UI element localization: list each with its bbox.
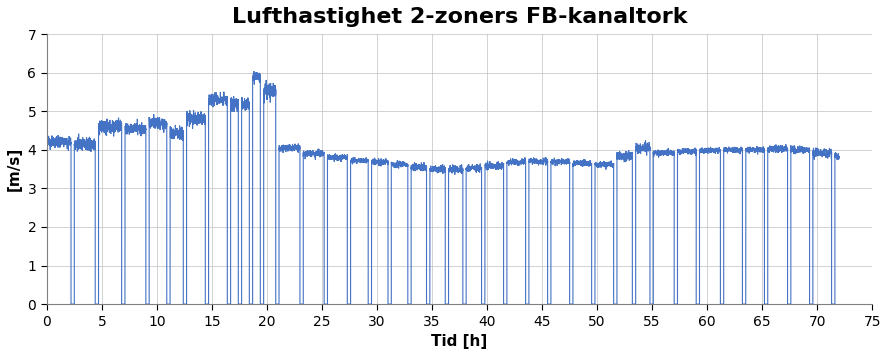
Y-axis label: [m/s]: [m/s] [7, 147, 22, 191]
Title: Lufthastighet 2-zoners FB-kanaltork: Lufthastighet 2-zoners FB-kanaltork [232, 7, 687, 27]
X-axis label: Tid [h]: Tid [h] [432, 334, 488, 349]
